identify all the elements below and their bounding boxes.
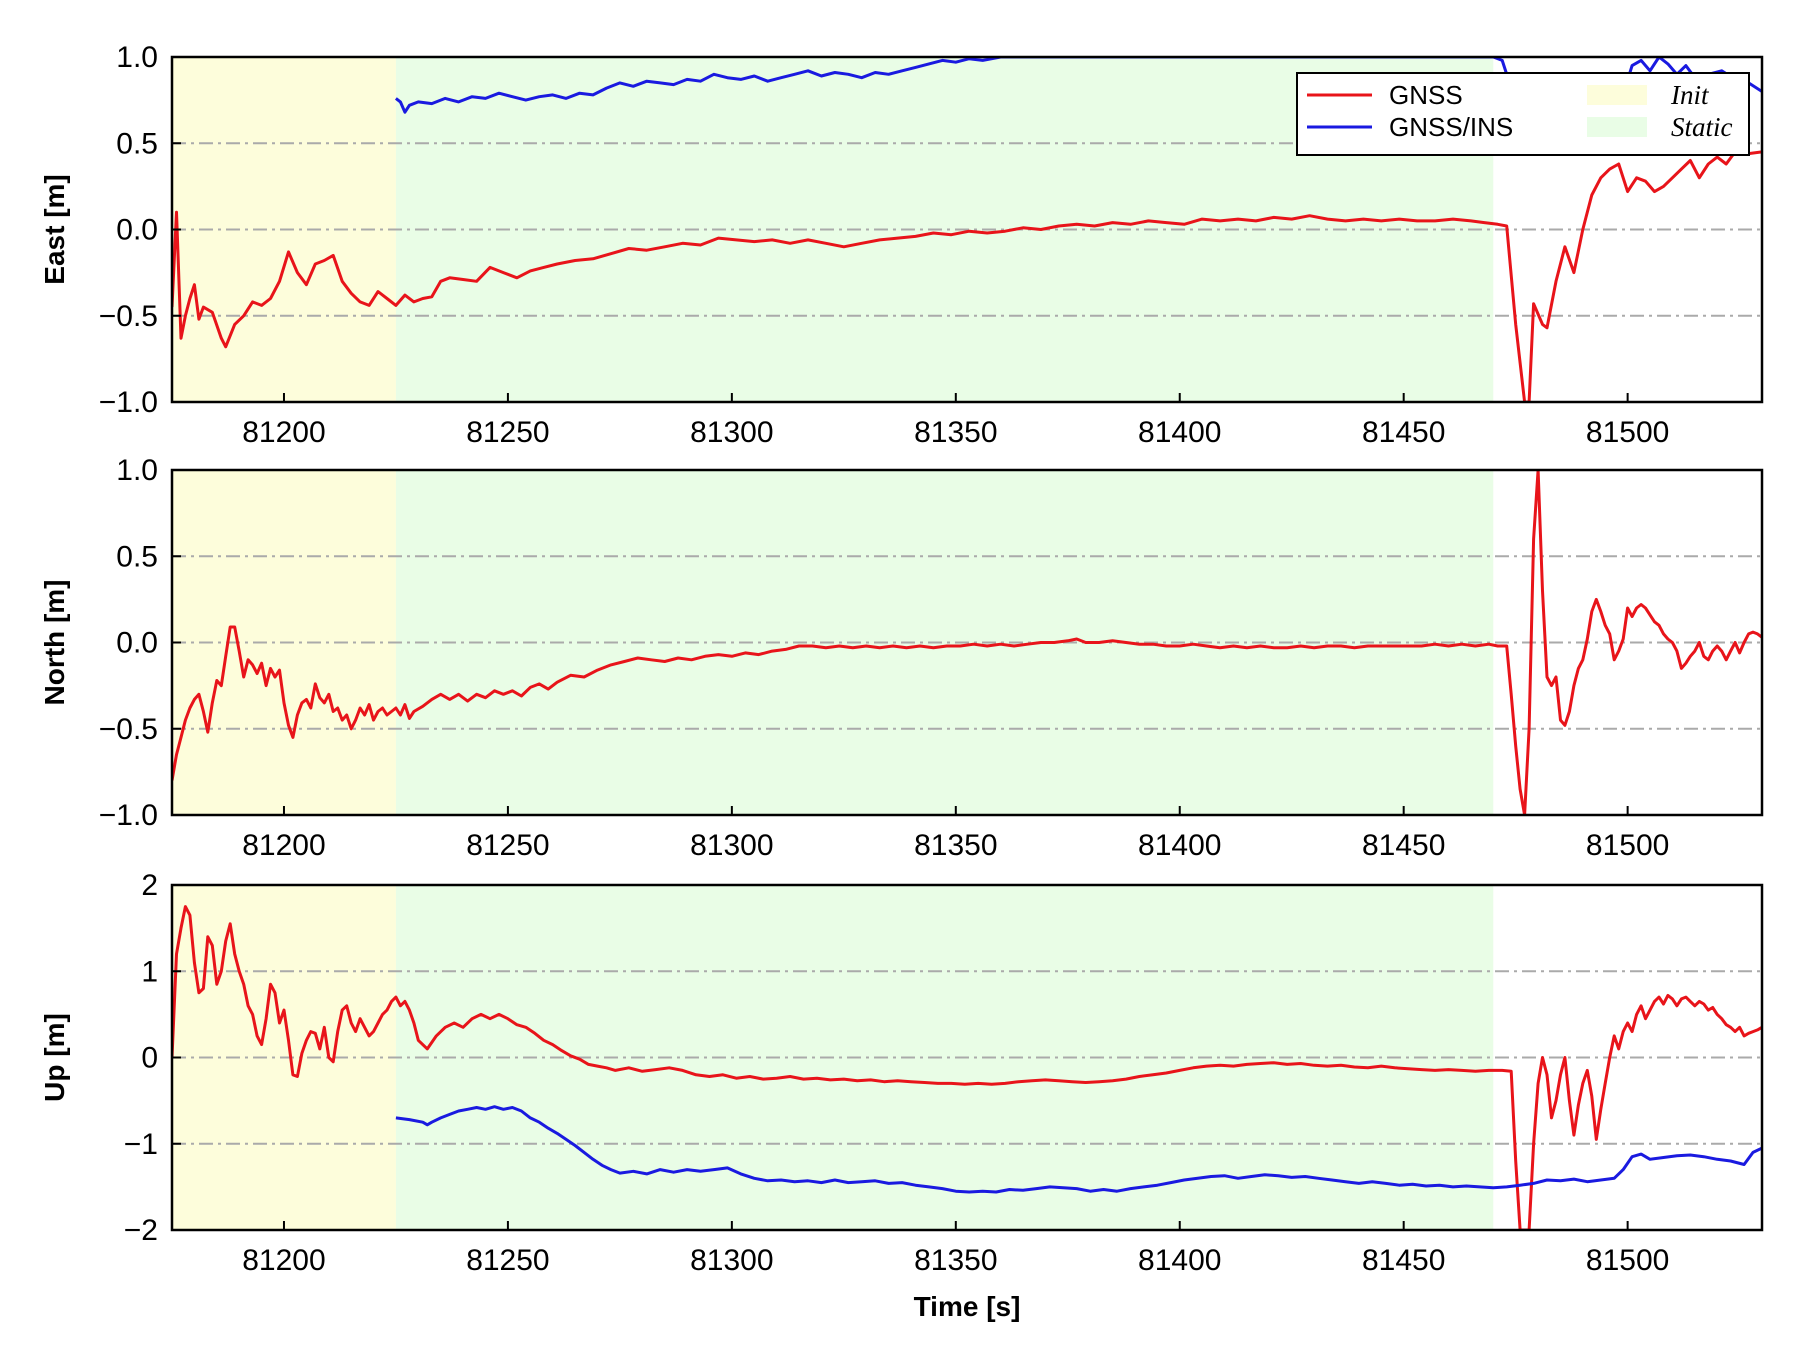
x-tick-label: 81200 bbox=[242, 416, 325, 449]
series-line-gnss bbox=[172, 150, 1762, 402]
x-tick-label: 81400 bbox=[1138, 416, 1221, 449]
x-tick-label: 81300 bbox=[690, 829, 773, 862]
x-axis-title: Time [s] bbox=[914, 1291, 1021, 1322]
x-tick-label: 81500 bbox=[1586, 416, 1669, 449]
legend-swatch-static bbox=[1587, 117, 1647, 137]
x-tick-label: 81250 bbox=[466, 416, 549, 449]
legend-box bbox=[1296, 72, 1750, 156]
y-tick-label: 1.0 bbox=[116, 41, 158, 74]
y-tick-label: 0.0 bbox=[116, 627, 158, 660]
x-tick-label: 81300 bbox=[690, 416, 773, 449]
x-tick-label: 81400 bbox=[1138, 829, 1221, 862]
x-tick-label: 81300 bbox=[690, 1244, 773, 1277]
x-tick-label: 81450 bbox=[1362, 416, 1445, 449]
x-tick-label: 81250 bbox=[466, 829, 549, 862]
y-tick-label: −0.5 bbox=[99, 713, 158, 746]
x-tick-label: 81250 bbox=[466, 1244, 549, 1277]
y-tick-label: −1.0 bbox=[99, 386, 158, 419]
x-tick-label: 81450 bbox=[1362, 829, 1445, 862]
x-tick-label: 81350 bbox=[914, 416, 997, 449]
x-tick-label: 81350 bbox=[914, 829, 997, 862]
y-axis-title: Up [m] bbox=[39, 1013, 70, 1102]
x-tick-label: 81350 bbox=[914, 1244, 997, 1277]
y-axis-title: East [m] bbox=[39, 174, 70, 284]
legend-swatch-init bbox=[1587, 85, 1647, 105]
panel-1: −1.0 −0.5 0.0 0.5 1.0 81200 81250 81300 81350 814… bbox=[39, 454, 1764, 862]
panel-2: −2 −1 0 1 2 81200 81250 81300 81350 81400 81450 815… bbox=[39, 869, 1764, 1277]
y-tick-label: 0.0 bbox=[116, 214, 158, 247]
x-tick-label: 81200 bbox=[242, 829, 325, 862]
x-tick-label: 81450 bbox=[1362, 1244, 1445, 1277]
x-tick-label: 81400 bbox=[1138, 1244, 1221, 1277]
y-tick-label: 0 bbox=[141, 1042, 158, 1075]
y-tick-label: −1 bbox=[124, 1128, 158, 1161]
legend-label: GNSS bbox=[1389, 80, 1463, 110]
series-line-gnss bbox=[172, 905, 1762, 1230]
x-tick-label: 81500 bbox=[1586, 1244, 1669, 1277]
y-axis-title: North [m] bbox=[39, 580, 70, 706]
y-tick-label: −0.5 bbox=[99, 300, 158, 333]
series-line-gnss bbox=[172, 470, 1762, 815]
y-tick-label: 0.5 bbox=[116, 127, 158, 160]
x-tick-label: 81200 bbox=[242, 1244, 325, 1277]
y-tick-label: 1.0 bbox=[116, 454, 158, 487]
series-line-gnss-ins bbox=[395, 1105, 1762, 1194]
y-tick-label: 0.5 bbox=[116, 540, 158, 573]
legend-label: Init bbox=[1670, 80, 1710, 110]
y-tick-label: −2 bbox=[124, 1214, 158, 1247]
y-tick-label: −1.0 bbox=[99, 799, 158, 832]
x-tick-label: 81500 bbox=[1586, 829, 1669, 862]
legend-label: Static bbox=[1671, 112, 1733, 142]
y-tick-label: 2 bbox=[141, 869, 158, 902]
legend-label: GNSS/INS bbox=[1389, 112, 1513, 142]
y-tick-label: 1 bbox=[141, 955, 158, 988]
